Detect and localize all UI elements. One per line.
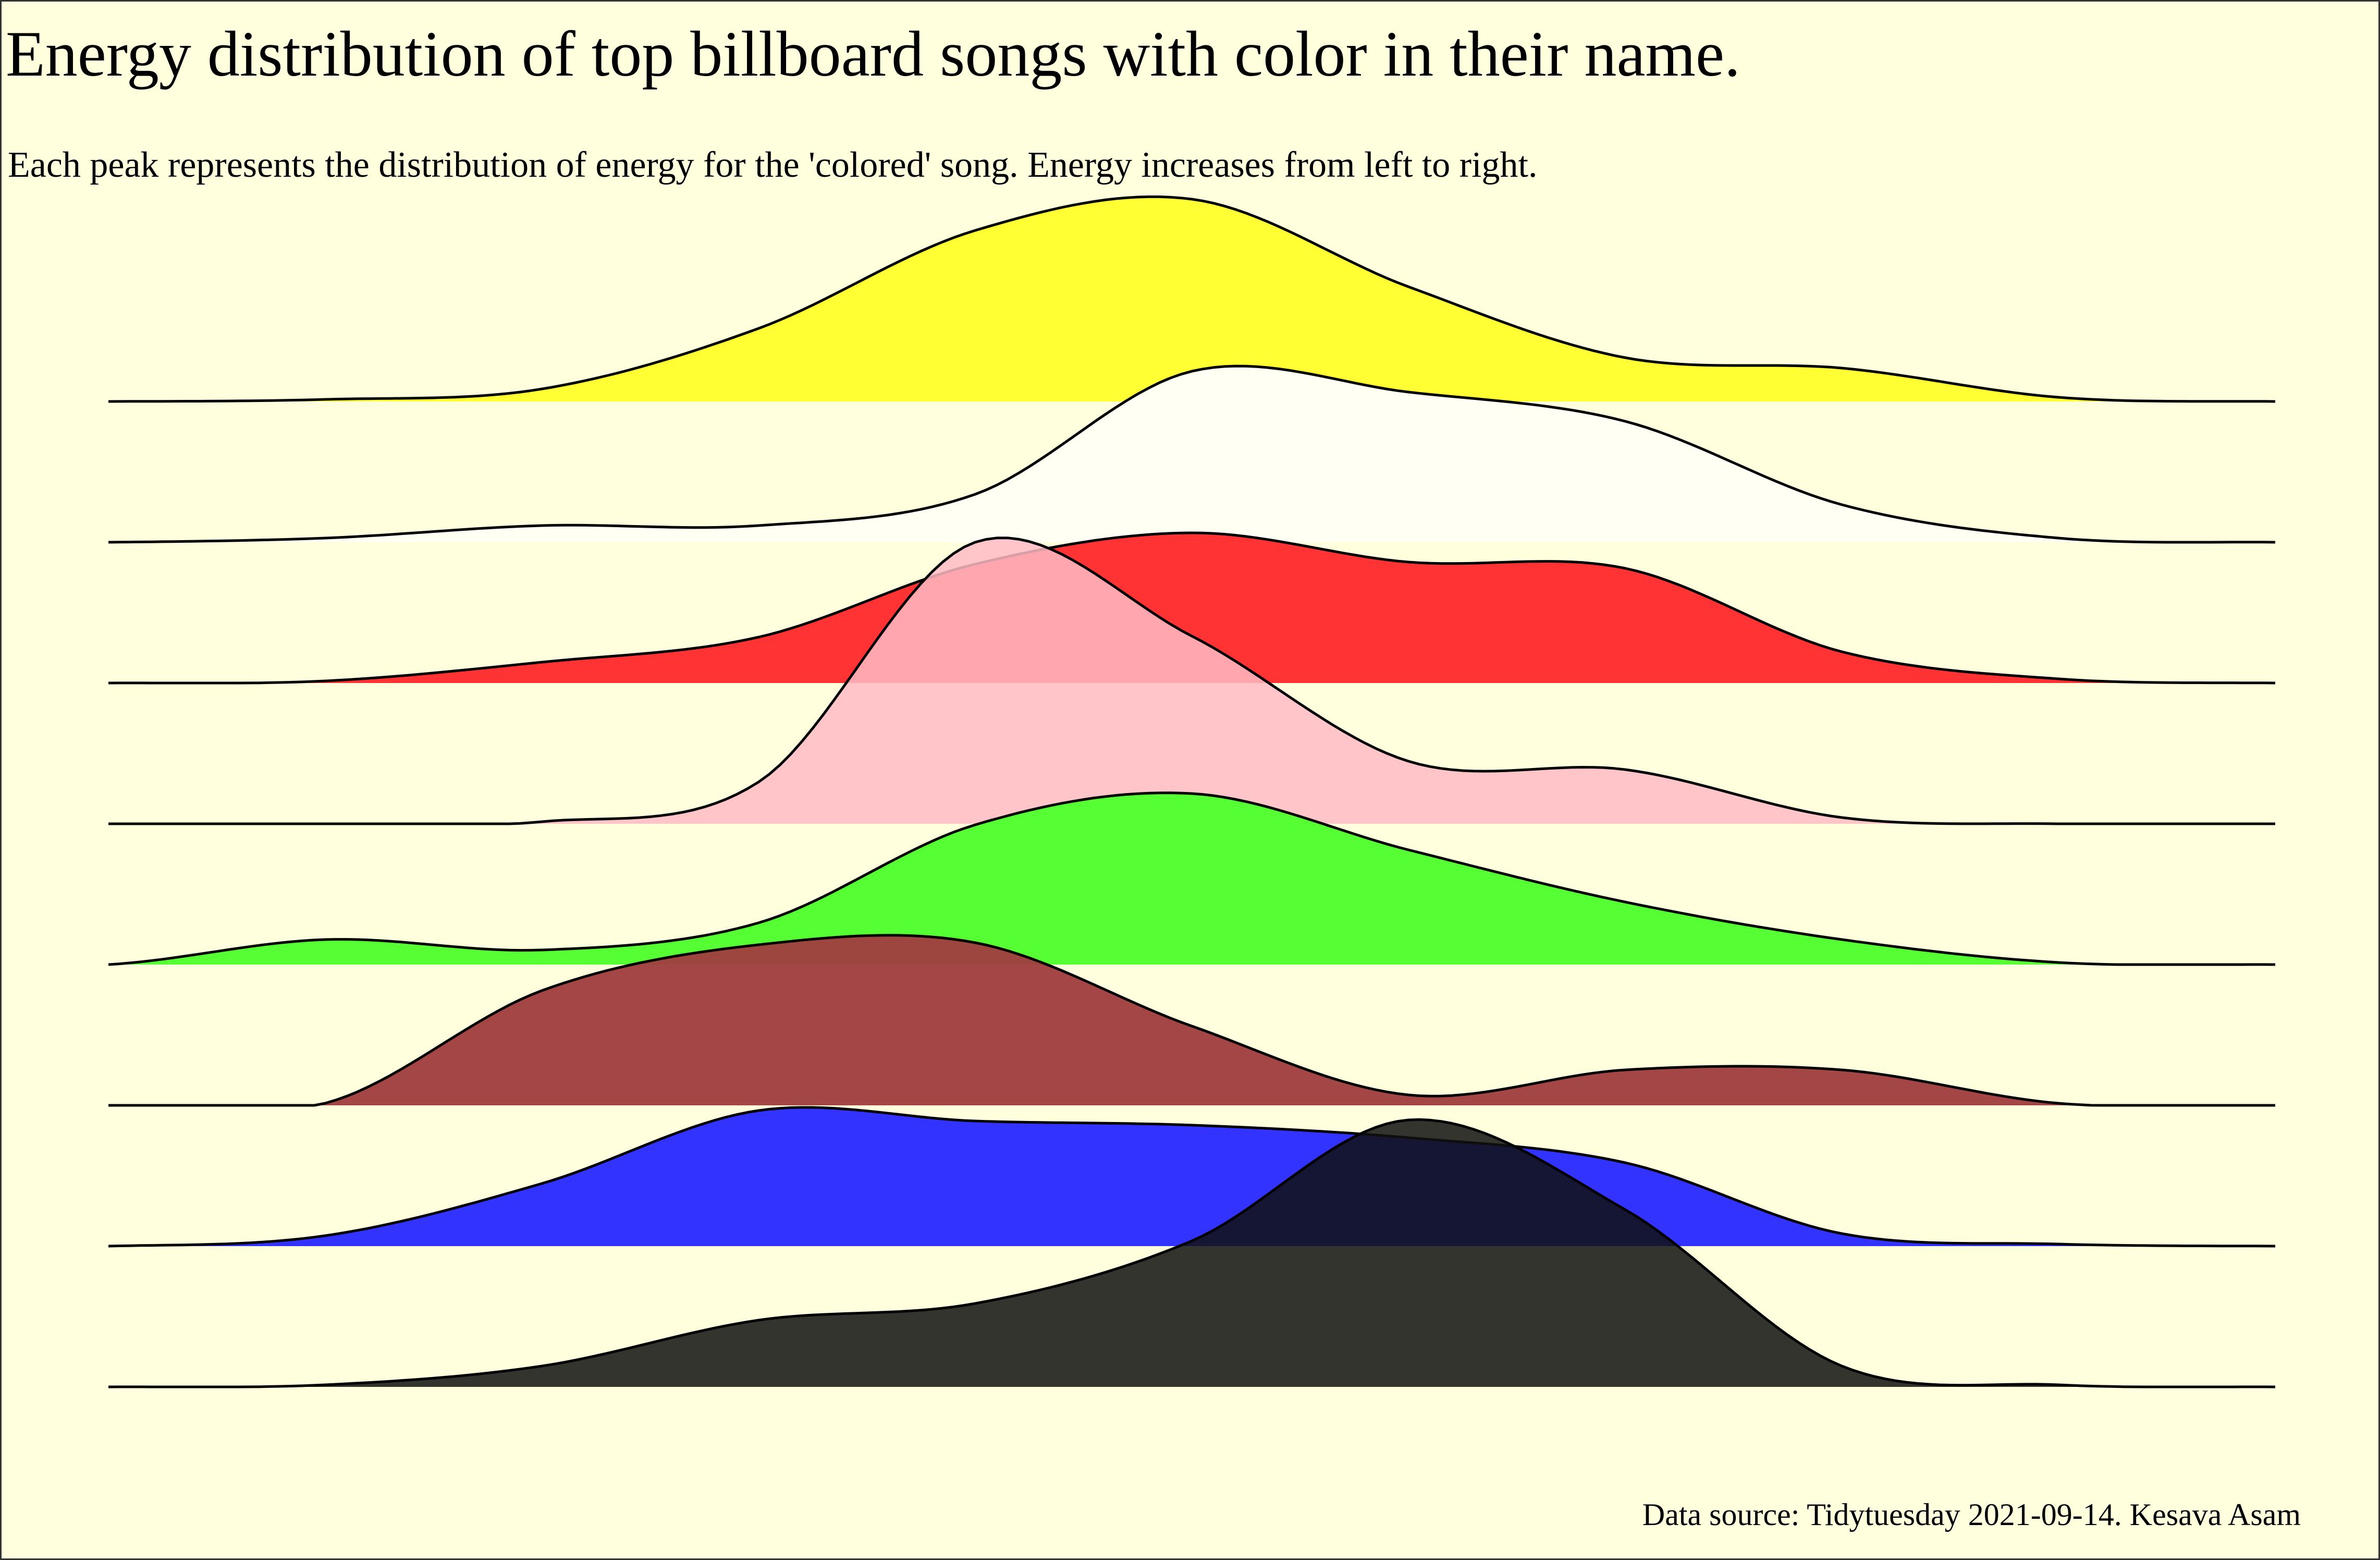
ridge-outline-green	[108, 791, 2276, 966]
ridge-outline-black	[108, 1118, 2276, 1388]
ridge-area-red	[108, 533, 2275, 683]
ridge-brown	[108, 934, 2275, 1107]
ridge-outline-white	[108, 364, 2276, 544]
ridge-outline-yellow	[108, 195, 2276, 403]
ridge-area-blue	[108, 1107, 2275, 1246]
ridge-white	[108, 364, 2276, 544]
ridge-area-brown	[108, 935, 2275, 1105]
ridge-yellow	[108, 195, 2276, 403]
ridge-outline-blue	[108, 1106, 2276, 1248]
ridge-black	[108, 1118, 2276, 1388]
chart-subtitle: Each peak represents the distribution of…	[8, 145, 1538, 185]
ridge-area-pink	[108, 538, 2275, 824]
ridge-area-white	[108, 366, 2275, 542]
ridge-area-green	[108, 793, 2275, 965]
ridge-red	[108, 531, 2276, 685]
ridge-blue	[108, 1106, 2276, 1248]
ridge-pink	[108, 537, 2275, 825]
ridges-group	[108, 195, 2276, 1388]
chart-title: Energy distribution of top billboard son…	[6, 18, 1740, 90]
ridge-area-black	[108, 1119, 2275, 1387]
ridge-outline-brown	[108, 934, 2275, 1107]
chart-caption: Data source: Tidytuesday 2021-09-14. Kes…	[1642, 1497, 2301, 1532]
ridge-area-yellow	[108, 197, 2275, 401]
ridge-outline-pink	[108, 537, 2275, 825]
ridge-green	[108, 791, 2276, 966]
ridge-outline-red	[108, 531, 2276, 685]
